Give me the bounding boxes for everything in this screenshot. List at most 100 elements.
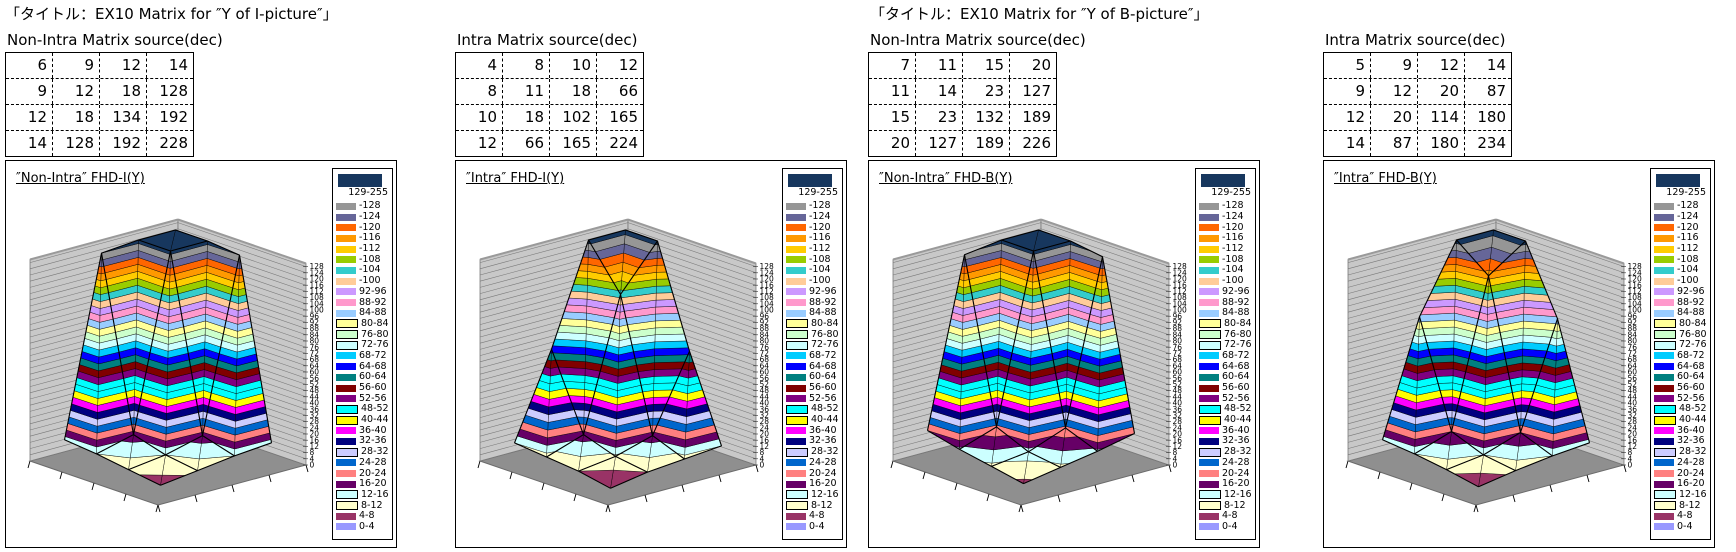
legend-label: 68-72	[809, 349, 837, 361]
legend-swatch	[786, 447, 808, 457]
legend-item: -120	[1654, 222, 1708, 233]
z-tick-label: 40	[1628, 399, 1638, 408]
z-tick-label: 28	[1173, 417, 1183, 426]
surface-plot: 0481216202428323640444852566064687276808…	[477, 218, 774, 513]
legend-label: 84-88	[809, 307, 837, 319]
legend-item: 68-72	[786, 349, 840, 362]
legend-label: 88-92	[1677, 296, 1705, 308]
legend-item: 52-56	[1199, 393, 1253, 404]
legend-swatch	[1654, 340, 1676, 350]
legend-swatch	[336, 427, 356, 435]
legend-label: 36-40	[809, 424, 837, 436]
z-tick-label: 112	[1628, 287, 1643, 296]
legend-swatch	[336, 523, 356, 531]
legend-swatch	[786, 490, 808, 500]
series-tick	[155, 504, 159, 513]
legend-item: 64-68	[1654, 361, 1708, 372]
legend-swatch	[336, 288, 356, 296]
z-tick-label: 100	[1173, 306, 1188, 315]
z-tick-label: 72	[1628, 349, 1638, 358]
matrix-cell: 18	[502, 105, 549, 130]
legend-swatch	[1654, 309, 1674, 317]
legend-swatch	[1199, 437, 1219, 445]
z-tick-label: 80	[1173, 337, 1183, 346]
legend-label: 4-8	[1677, 510, 1693, 522]
legend-label: -104	[1222, 264, 1244, 276]
z-tick-label: 16	[310, 436, 320, 445]
legend-label: 40-44	[1679, 414, 1707, 426]
z-tick-label: 4	[760, 454, 765, 463]
legend-item: 68-72	[1199, 349, 1253, 362]
legend-label: 64-68	[359, 360, 387, 372]
matrix-cell: 192	[99, 131, 146, 156]
z-tick-label: 8	[760, 448, 765, 457]
legend-swatch	[1199, 319, 1221, 329]
legend-swatch	[786, 523, 806, 531]
matrix-cell: 189	[962, 131, 1009, 156]
legend-item: 52-56	[1654, 393, 1708, 404]
legend-swatch	[786, 266, 806, 274]
surface-band	[653, 375, 679, 384]
legend-swatch	[336, 213, 356, 221]
z-tick-label: 12	[310, 442, 320, 451]
legend-item: -116	[1654, 233, 1708, 244]
legend-label: 32-36	[1677, 435, 1705, 447]
chart-title: ″Non-Intra″ FHD-I(Y)	[16, 171, 145, 186]
legend-label: -104	[809, 264, 831, 276]
chart-legend: 129-255 -128 -124 -120 -116 -112 -108 -104 -100 9…	[1650, 168, 1711, 540]
z-tick-label: 76	[1628, 343, 1638, 352]
legend-swatch	[1199, 330, 1221, 340]
legend-item: 32-36	[336, 436, 390, 447]
legend-swatch	[1199, 234, 1219, 242]
legend-label: 36-40	[359, 424, 387, 436]
matrix-source-label: Non-Intra Matrix source(dec)	[7, 31, 223, 49]
legend-item: -128	[1654, 201, 1708, 212]
chart-frame: 0 4 8 12 16 20 24 28 32 36 40 44 48 52 56 60 64 68 72 76 80 8…	[5, 160, 397, 548]
legend-label: -116	[809, 232, 831, 244]
matrix-cell: 20	[890, 134, 910, 152]
legend-label: 12-16	[361, 488, 389, 500]
z-tick-label: 28	[1628, 417, 1638, 426]
surface-plot: 0481216202428323640444852566064687276808…	[27, 218, 325, 513]
legend-swatch	[786, 459, 806, 467]
z-axis: 0481216202428323640444852566064687276808…	[1166, 262, 1188, 470]
legend-swatch	[336, 330, 358, 340]
legend-item: 48-52	[336, 404, 390, 415]
z-tick-label: 92	[1173, 318, 1183, 327]
legend-item: 84-88	[786, 308, 840, 319]
legend-item: 92-96	[786, 286, 840, 298]
surface-band	[655, 313, 681, 322]
matrix-cell: 20	[1009, 53, 1056, 78]
legend-label: 64-68	[1222, 360, 1250, 372]
panel-intra-i: Intra Matrix source(dec) 4 8 10 12 8 11 18 66 10…	[455, 0, 847, 552]
matrix-cell: 10	[477, 108, 497, 126]
legend-item: 48-52	[786, 404, 840, 415]
legend-swatch	[786, 373, 806, 381]
legend-label: 24-28	[1222, 456, 1250, 468]
chart-legend: 129-255 -128 -124 -120 -116 -112 -108 -104 -100 9…	[332, 168, 393, 540]
surface-bands	[1382, 229, 1590, 487]
legend-label: 20-24	[359, 467, 387, 479]
legend-label: -128	[809, 200, 831, 212]
legend-swatch	[1654, 213, 1674, 221]
z-tick-label: 76	[760, 343, 770, 352]
legend-item: -124	[1199, 212, 1253, 223]
legend-swatch	[1199, 512, 1219, 520]
legend-item: 8-12	[786, 500, 840, 511]
legend-swatch	[1654, 363, 1674, 371]
legend-label: 56-60	[359, 382, 387, 394]
legend-swatch	[1199, 277, 1219, 285]
legend-swatch	[1654, 490, 1676, 500]
legend-swatch	[786, 363, 806, 371]
legend-swatch	[336, 309, 356, 317]
z-tick-label: 72	[760, 349, 770, 358]
surface-band	[566, 297, 588, 307]
legend-swatch	[786, 470, 806, 478]
legend-label: -116	[1222, 232, 1244, 244]
z-tick-label: 32	[1173, 411, 1183, 420]
matrix-cell: 224	[596, 131, 643, 156]
legend-label: 68-72	[1222, 349, 1250, 361]
legend-swatch	[786, 309, 806, 317]
legend-swatch	[1654, 319, 1676, 329]
z-tick-label: 112	[310, 287, 325, 296]
